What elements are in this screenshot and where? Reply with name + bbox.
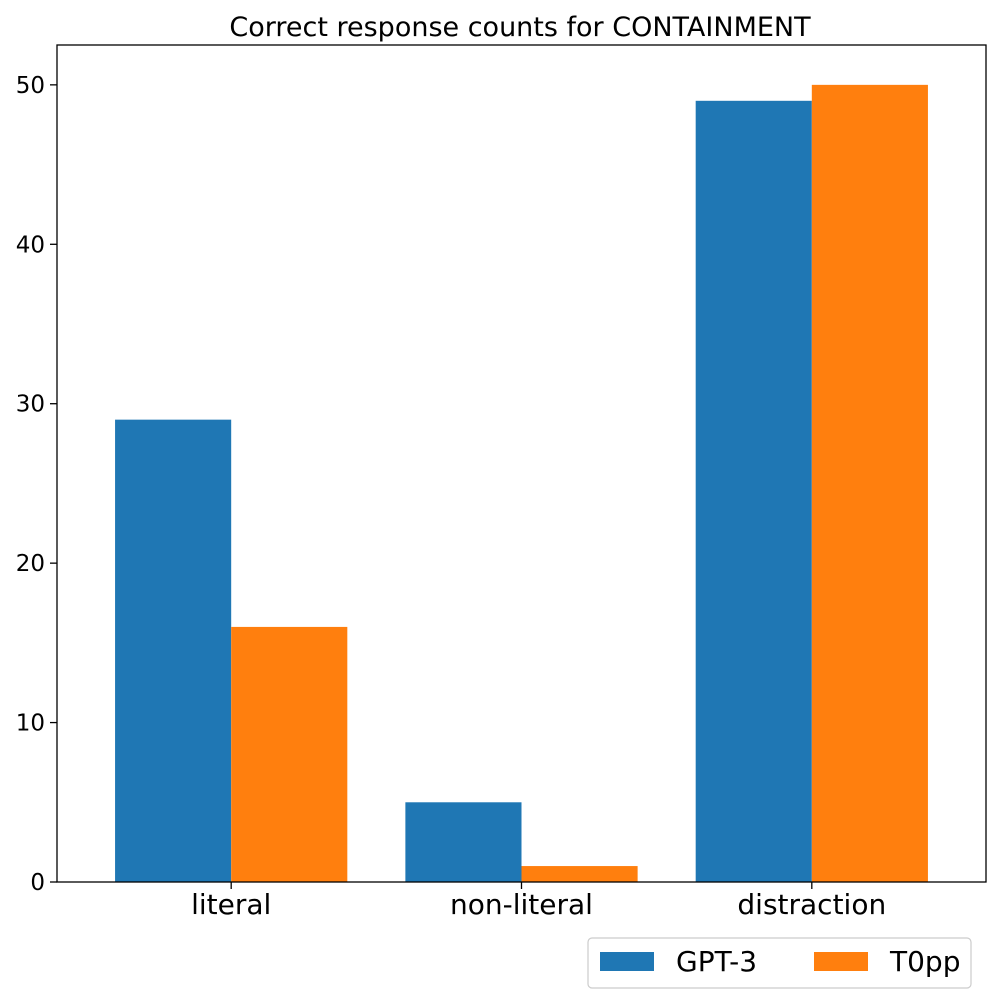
legend-swatch-gpt-3 — [600, 952, 654, 971]
legend-swatch-t0pp — [814, 952, 868, 971]
legend-label-gpt-3: GPT-3 — [676, 945, 757, 978]
legend: GPT-3 T0pp — [587, 937, 972, 989]
x-tick-label-distraction: distraction — [737, 888, 886, 921]
bar-gpt-3-literal — [115, 419, 232, 882]
x-axis: literal non-literal distraction — [191, 882, 886, 921]
bar-t0pp-distraction — [811, 84, 928, 883]
chart-title: Correct response counts for CONTAINMENT — [229, 12, 811, 43]
legend-box — [587, 937, 972, 989]
legend-label-t0pp: T0pp — [889, 945, 960, 978]
y-tick-label: 40 — [16, 232, 45, 258]
y-tick-label: 50 — [16, 73, 45, 99]
plot-frame — [56, 44, 987, 883]
bar-t0pp-non-literal — [521, 866, 638, 882]
y-tick-label: 10 — [16, 711, 45, 737]
x-tick-label-literal: literal — [191, 888, 271, 921]
y-tick-label: 20 — [16, 551, 45, 577]
bars-group — [115, 84, 928, 883]
x-tick-label-non-literal: non-literal — [450, 888, 593, 921]
y-tick-label: 30 — [16, 392, 45, 418]
bar-t0pp-literal — [231, 626, 348, 882]
y-axis: 0 10 20 30 40 50 — [16, 73, 57, 896]
y-tick-label: 0 — [30, 870, 45, 896]
bar-gpt-3-distraction — [695, 100, 812, 883]
bar-gpt-3-non-literal — [405, 802, 522, 882]
